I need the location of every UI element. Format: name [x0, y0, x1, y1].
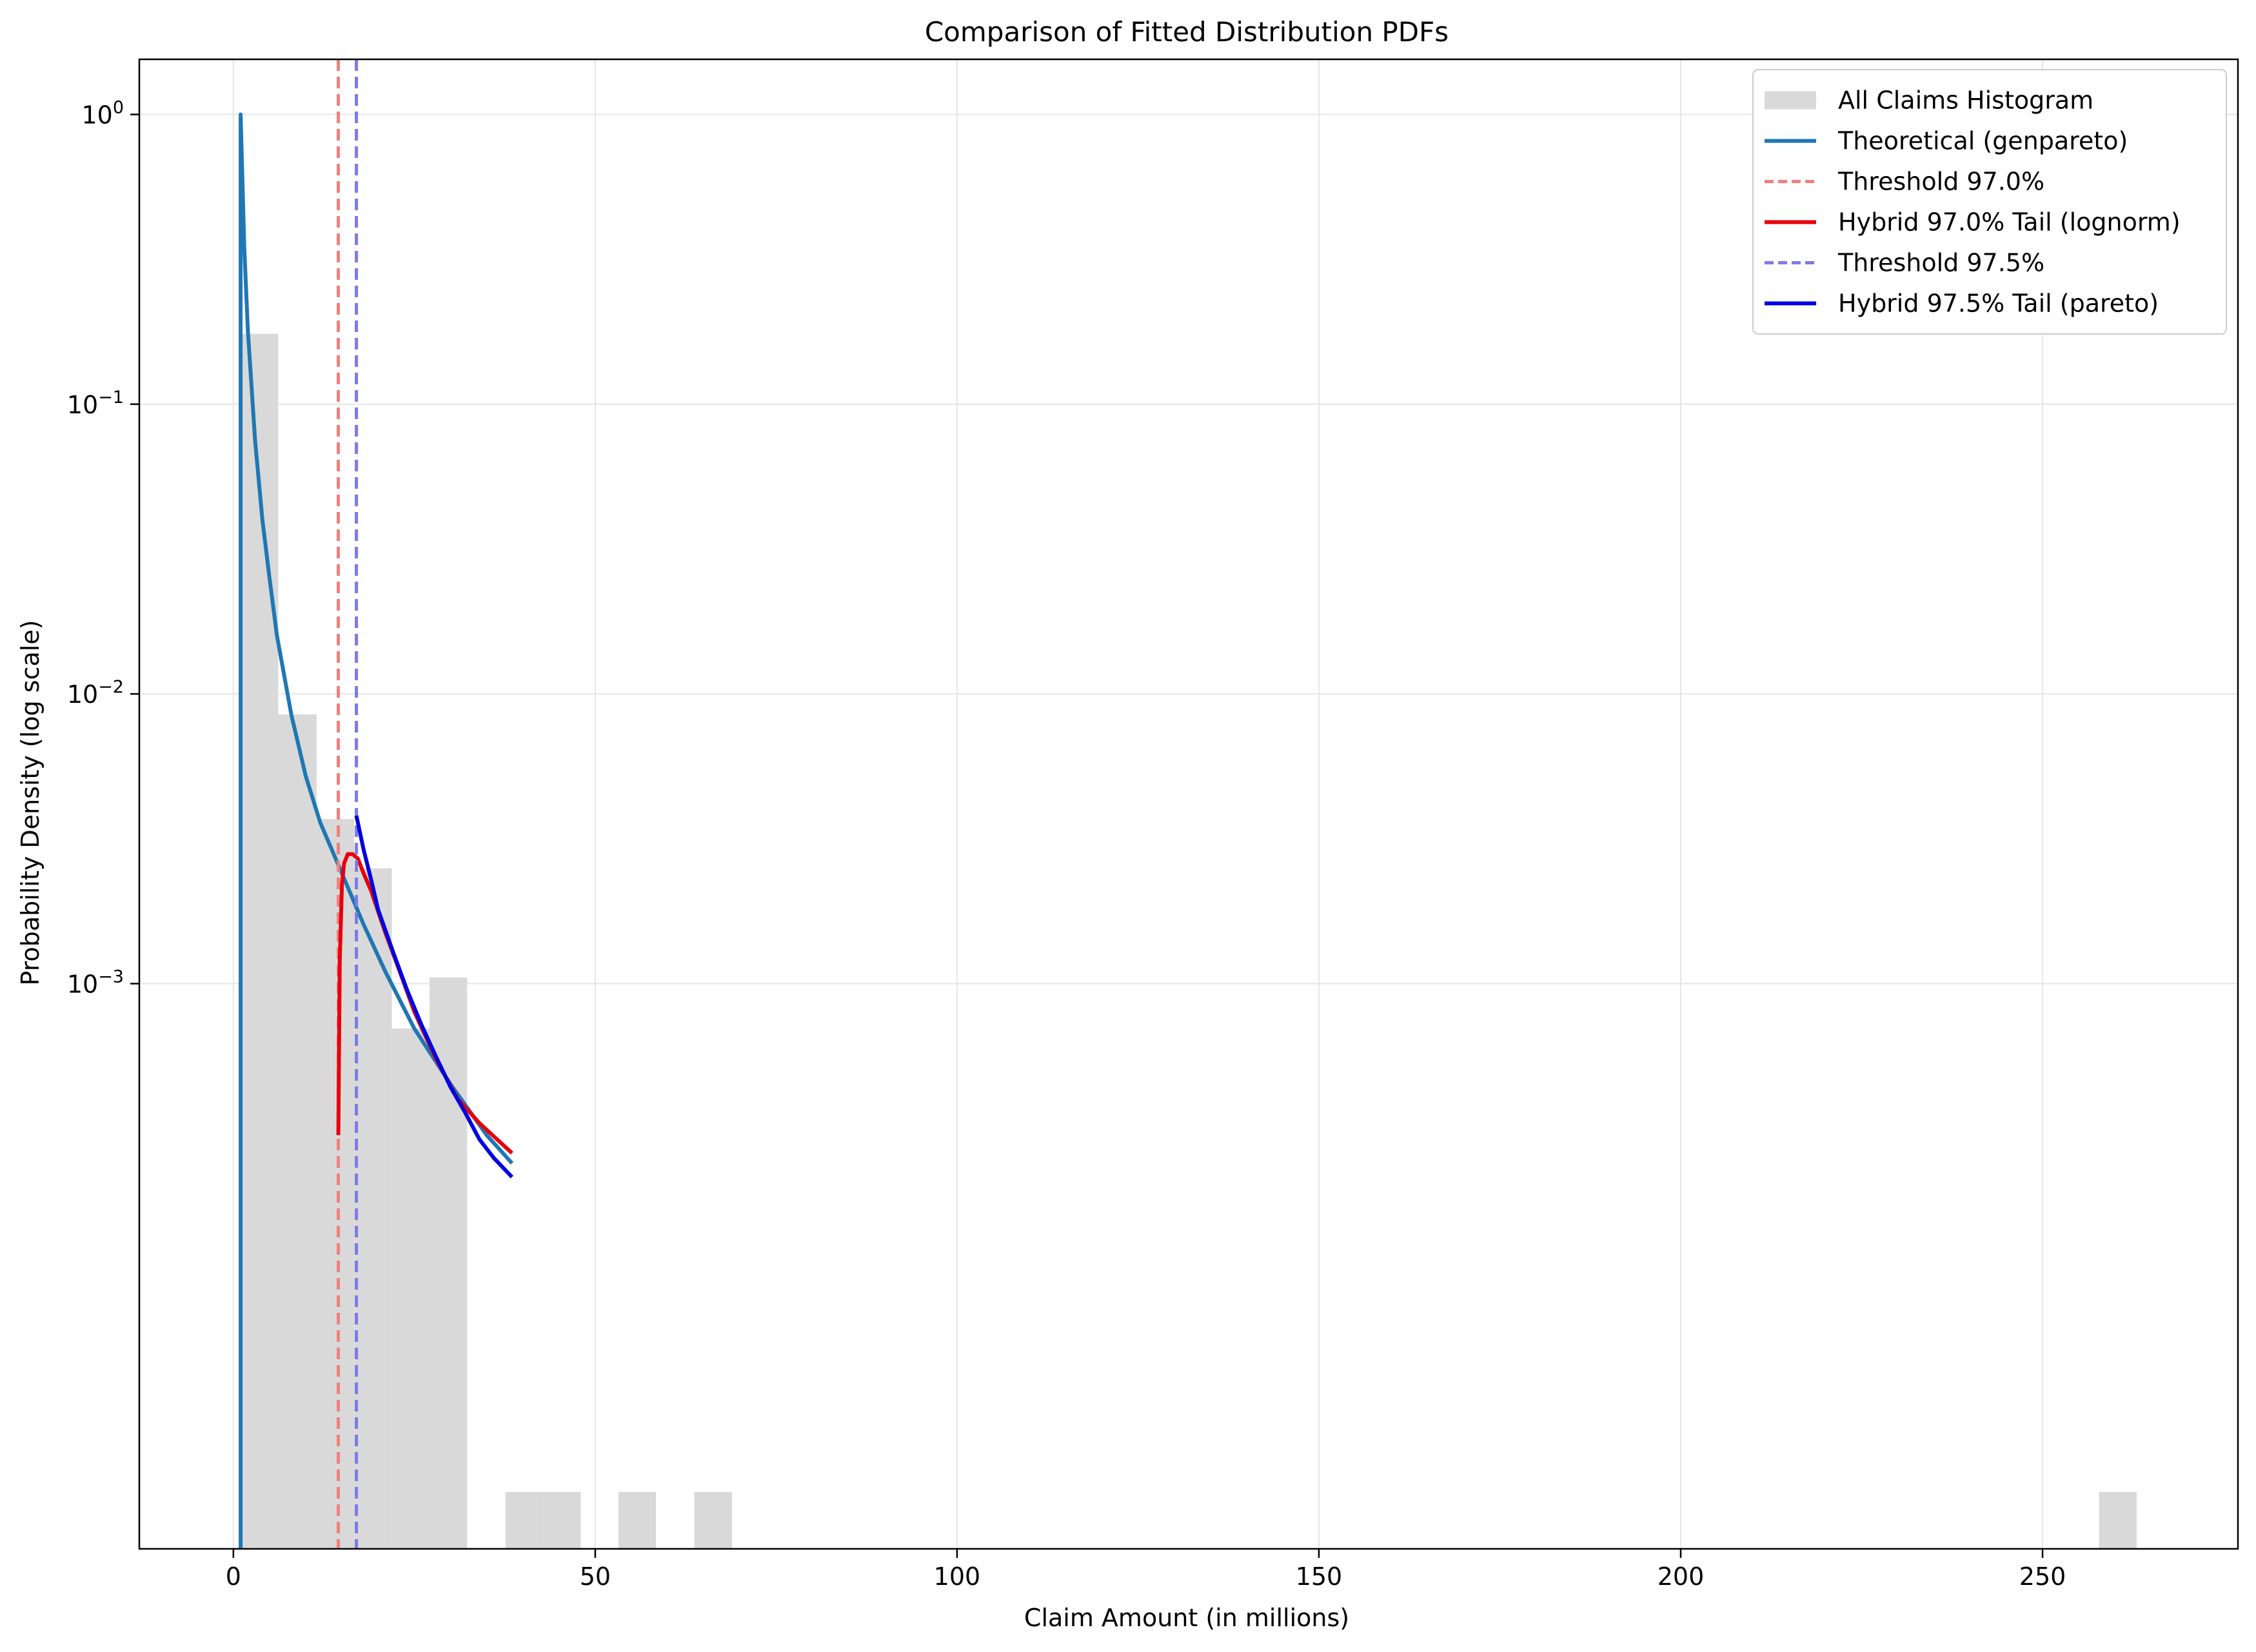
histogram-bar — [543, 1491, 581, 1549]
histogram-bar — [316, 819, 355, 1549]
y-tick-label: 100 — [81, 98, 124, 130]
y-tick-label: 10−2 — [67, 677, 124, 709]
y-tick-label: 10−1 — [67, 388, 124, 419]
x-axis-label: Claim Amount (in millions) — [1024, 1604, 1349, 1632]
histogram-bar — [278, 714, 317, 1549]
histogram-bar — [505, 1491, 544, 1549]
y-axis-label: Probability Density (log scale) — [16, 620, 45, 985]
x-tick-label: 200 — [1657, 1562, 1705, 1591]
histogram-bar — [391, 1028, 430, 1549]
histogram-bar — [429, 977, 468, 1549]
y-tick-label: 10−3 — [67, 967, 124, 998]
series-line — [239, 112, 514, 1549]
legend-label: Hybrid 97.5% Tail (pareto) — [1838, 290, 2159, 318]
legend-label: Theoretical (genpareto) — [1837, 127, 2128, 155]
legend-label: Hybrid 97.0% Tail (lognorm) — [1838, 208, 2181, 237]
x-tick-label: 250 — [2019, 1562, 2066, 1591]
chart-title: Comparison of Fitted Distribution PDFs — [925, 16, 1449, 48]
histogram-bar — [694, 1491, 732, 1549]
histogram-bar — [241, 333, 279, 1549]
legend-swatch — [1765, 91, 1816, 110]
series-line — [354, 815, 514, 1179]
histogram-bar — [2099, 1491, 2137, 1549]
x-tick-label: 150 — [1296, 1562, 1343, 1591]
y-axis-ticks: 10−3 10−2 10−1 100 — [67, 98, 139, 998]
axes-frame — [138, 58, 2239, 1550]
legend-box — [1752, 69, 2227, 335]
x-axis-ticks: 0 50 100 150 200 250 — [226, 1549, 2066, 1591]
legend: All Claims Histogram Theoretical (genpare… — [1752, 69, 2227, 335]
histogram-bars — [241, 333, 2137, 1549]
legend-label: All Claims Histogram — [1838, 86, 2093, 115]
histogram-bar — [618, 1491, 657, 1549]
legend-label: Threshold 97.5% — [1837, 249, 2044, 277]
x-tick-label: 0 — [226, 1562, 241, 1591]
series-lines — [239, 59, 514, 1549]
x-tick-label: 50 — [580, 1562, 611, 1591]
histogram-bar — [354, 868, 392, 1549]
x-tick-label: 100 — [934, 1562, 981, 1591]
legend-label: Threshold 97.0% — [1837, 168, 2044, 196]
